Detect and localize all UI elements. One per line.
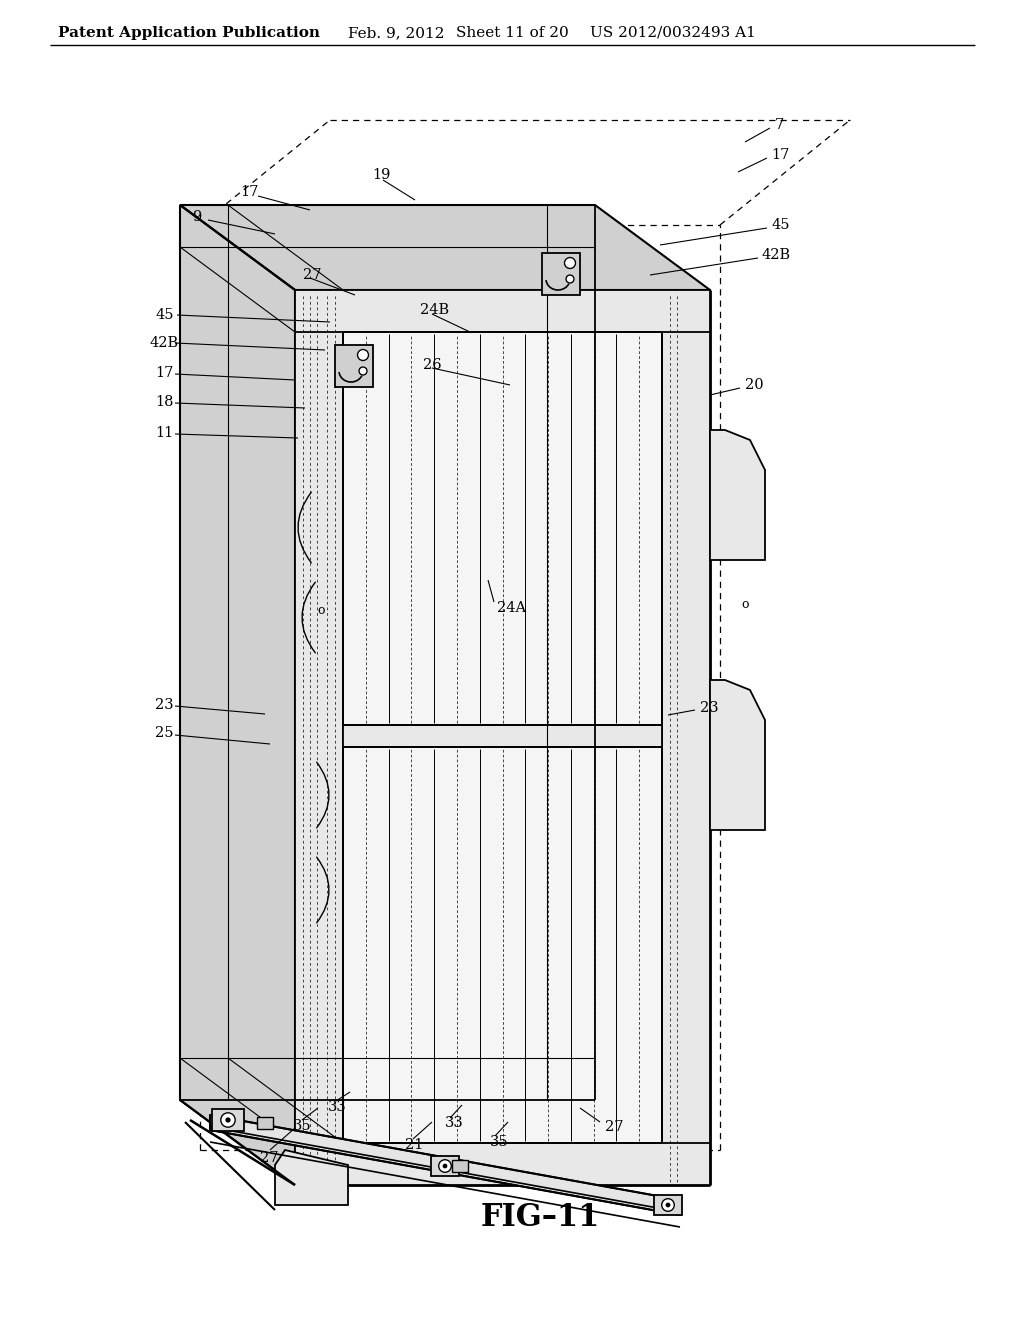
Text: 45: 45 xyxy=(771,218,790,232)
Polygon shape xyxy=(343,333,662,725)
Circle shape xyxy=(443,1164,446,1168)
Text: 20: 20 xyxy=(745,378,764,392)
Polygon shape xyxy=(295,290,343,1185)
Polygon shape xyxy=(295,290,710,333)
Circle shape xyxy=(221,1113,236,1127)
Polygon shape xyxy=(431,1156,459,1176)
Text: o: o xyxy=(317,603,325,616)
Polygon shape xyxy=(452,1160,468,1172)
Text: Feb. 9, 2012: Feb. 9, 2012 xyxy=(348,26,444,40)
Text: 18: 18 xyxy=(155,395,173,409)
Circle shape xyxy=(359,367,367,375)
Polygon shape xyxy=(275,1150,348,1205)
Text: 35: 35 xyxy=(293,1119,311,1133)
Text: 11: 11 xyxy=(155,426,173,440)
Polygon shape xyxy=(295,1143,710,1185)
Text: 27: 27 xyxy=(260,1151,279,1166)
Circle shape xyxy=(564,257,575,268)
Text: 25: 25 xyxy=(155,726,173,741)
Text: 33: 33 xyxy=(328,1100,347,1114)
Text: 26: 26 xyxy=(423,358,441,372)
Polygon shape xyxy=(335,345,373,387)
Text: 24A: 24A xyxy=(497,601,526,615)
Polygon shape xyxy=(257,1117,273,1129)
Text: Sheet 11 of 20: Sheet 11 of 20 xyxy=(456,26,568,40)
Polygon shape xyxy=(180,205,295,1185)
Text: 33: 33 xyxy=(445,1115,464,1130)
Polygon shape xyxy=(710,430,765,560)
Text: 9: 9 xyxy=(193,210,202,224)
Circle shape xyxy=(226,1118,230,1122)
Text: 27: 27 xyxy=(605,1119,624,1134)
Text: o: o xyxy=(741,598,749,611)
Text: 35: 35 xyxy=(490,1135,509,1148)
Text: 23: 23 xyxy=(700,701,719,715)
Text: 19: 19 xyxy=(372,168,390,182)
Polygon shape xyxy=(343,747,662,1143)
Text: US 2012/0032493 A1: US 2012/0032493 A1 xyxy=(590,26,756,40)
Polygon shape xyxy=(662,290,710,1185)
Text: FIG–11: FIG–11 xyxy=(480,1203,600,1233)
Circle shape xyxy=(667,1204,670,1206)
Text: 42B: 42B xyxy=(762,248,792,261)
Text: 27: 27 xyxy=(303,268,322,282)
Circle shape xyxy=(357,350,369,360)
Text: 23: 23 xyxy=(155,698,174,711)
Polygon shape xyxy=(295,290,710,1185)
Polygon shape xyxy=(343,725,662,747)
Text: 45: 45 xyxy=(155,308,173,322)
Polygon shape xyxy=(210,1115,680,1214)
Text: 17: 17 xyxy=(155,366,173,380)
Text: 42B: 42B xyxy=(150,337,179,350)
Circle shape xyxy=(662,1199,674,1212)
Circle shape xyxy=(566,275,574,282)
Text: 7: 7 xyxy=(775,117,784,132)
Polygon shape xyxy=(212,1109,244,1131)
Text: 17: 17 xyxy=(771,148,790,162)
Circle shape xyxy=(438,1160,452,1172)
Polygon shape xyxy=(180,205,710,290)
Text: 17: 17 xyxy=(240,185,258,199)
Text: 24B: 24B xyxy=(420,304,450,317)
Polygon shape xyxy=(654,1195,682,1214)
Polygon shape xyxy=(710,680,765,830)
Text: 21: 21 xyxy=(406,1138,423,1152)
Polygon shape xyxy=(542,253,580,294)
Text: Patent Application Publication: Patent Application Publication xyxy=(58,26,319,40)
